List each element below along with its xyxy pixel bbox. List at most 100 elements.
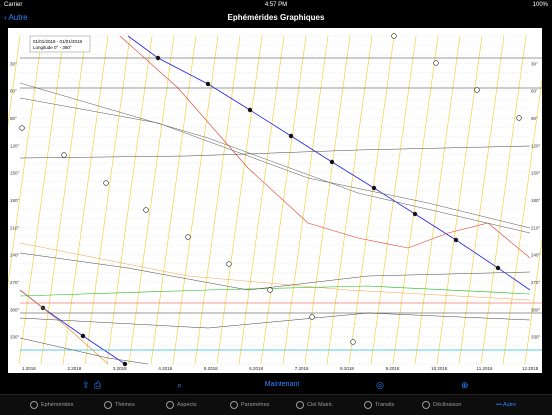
transit-dot (205, 81, 211, 87)
navigation-bar: ‹ Autre Ephémérides Graphiques (0, 10, 552, 26)
declination-icon (422, 400, 430, 409)
chart-longitude: Longitude 0° - 360° (33, 45, 72, 50)
transit-dot (247, 107, 253, 113)
y-tick-label-right: 300° (531, 307, 541, 312)
planet-track-gray (19, 252, 531, 291)
ephemeris-marker (391, 33, 397, 39)
ephemeris-marker (516, 115, 522, 121)
planet-track-gray (19, 337, 149, 365)
y-tick-label-right: 120° (531, 143, 541, 148)
moon-track-line (18, 35, 65, 365)
carrier-label: Carrier (4, 2, 23, 8)
chart-toolbar: ⇪ ⎙ ⌕ Maintenant ◎ ⊕ (0, 376, 552, 394)
transit-dot (371, 185, 377, 191)
ephemeris-marker (185, 234, 191, 240)
y-tick-label-left: 270° (10, 280, 20, 285)
moon-track-line (348, 35, 395, 365)
x-tick-label: 2.2018 (67, 366, 81, 371)
tab-transits[interactable]: Transits (364, 398, 394, 412)
y-tick-label-right: 330° (531, 335, 541, 340)
moon-track-line (150, 35, 197, 365)
x-tick-label: 7.2018 (295, 366, 309, 371)
moon-track-line (40, 35, 87, 365)
y-tick-label-right: 270° (531, 280, 541, 285)
moon-track-line (8, 35, 43, 287)
ephemeris-marker (350, 339, 356, 345)
ephemeris-marker (103, 180, 109, 186)
y-tick-label-right: 90° (531, 116, 538, 121)
transit-dot (288, 133, 294, 139)
tab-ciel-maint[interactable]: Ciel Maint. (296, 398, 333, 412)
y-tick-label-left: 90° (10, 116, 17, 121)
ephemeris-marker (309, 314, 315, 320)
moon-track-line (128, 35, 175, 365)
planet-track-orange (19, 289, 109, 365)
ephemeris-marker (61, 152, 67, 158)
transit-dot (329, 159, 335, 165)
now-button[interactable]: Maintenant (264, 381, 300, 388)
moon-track-line (62, 35, 109, 365)
ephemeris-marker (267, 287, 273, 293)
ephemeris-marker (474, 87, 480, 93)
moon-track-line (8, 35, 21, 126)
tab-aspects[interactable]: Aspects (166, 398, 197, 412)
y-tick-label-left: 60° (10, 89, 17, 94)
x-tick-label: 12.2018 (522, 366, 539, 371)
ephemeris-marker (226, 261, 232, 267)
y-tick-label-right: 150° (531, 171, 541, 176)
tab-parametres[interactable]: Paramètres (230, 398, 269, 412)
page-title: Ephémérides Graphiques (227, 13, 325, 22)
clock: 4:57 PM (264, 2, 288, 8)
y-tick-label-left: 30° (10, 61, 17, 66)
aspects-icon (166, 400, 174, 409)
y-tick-label-right: 180° (531, 198, 541, 203)
x-tick-label: 6.2018 (249, 366, 263, 371)
y-tick-label-right: 30° (531, 61, 538, 66)
sky-icon (296, 400, 304, 409)
y-tick-label-right: 60° (531, 89, 538, 94)
x-tick-label: 1.2018 (22, 366, 36, 371)
tab-ephemerides[interactable]: Ephémérides (30, 398, 73, 412)
planet-track-blue-2 (19, 289, 126, 365)
x-tick-label: 5.2018 (204, 366, 218, 371)
back-label: Autre (8, 13, 28, 22)
moon-track-line (238, 35, 285, 365)
globe-icon[interactable]: ⊕ (461, 380, 469, 390)
y-tick-label-left: 150° (10, 171, 20, 176)
y-tick-label-left: 300° (10, 307, 20, 312)
transit-dot (122, 361, 128, 367)
tab-autre[interactable]: ••• Autre (496, 402, 517, 408)
planet-track-gray (19, 312, 531, 329)
moon-track-line (326, 35, 373, 365)
tab-declinaison[interactable]: Déclinaison (422, 398, 461, 412)
planet-track-gray (19, 97, 531, 229)
transit-dot (412, 211, 418, 217)
chart-range: 01/01/2018 - 01/01/2018 (33, 39, 83, 44)
moon-track-line (282, 35, 329, 365)
moon-track-line (392, 35, 439, 365)
y-tick-label-left: 330° (10, 335, 20, 340)
moon-track-line (84, 35, 131, 365)
share-icon[interactable]: ⇪ (82, 380, 90, 390)
moon-track-line (480, 35, 527, 365)
transit-dot (80, 333, 86, 339)
x-tick-label: 3.2018 (113, 366, 127, 371)
planet-track-red (119, 35, 531, 259)
planet-track-orange-2 (19, 242, 531, 301)
y-tick-label-left: 240° (10, 253, 20, 258)
transit-dot (453, 237, 459, 243)
tab-themes[interactable]: Thèmes (104, 398, 135, 412)
back-button[interactable]: ‹ Autre (4, 13, 28, 22)
moon-track-line (414, 35, 461, 365)
x-tick-label: 4.2018 (158, 366, 172, 371)
x-tick-label: 10.2018 (431, 366, 448, 371)
planet-track-green (19, 285, 531, 297)
ephemeris-marker (433, 60, 439, 66)
ephemeris-chart[interactable]: 30° 30° 60° 60° 90° 90° 120° 120° 150° 150° 180° 18… (8, 28, 542, 373)
transits-icon (364, 400, 372, 409)
print-icon[interactable]: ⎙ (94, 380, 102, 390)
moon-track-line (524, 237, 542, 365)
search-icon[interactable]: ⌕ (177, 380, 183, 390)
options-icon[interactable]: ◎ (376, 380, 384, 390)
y-tick-label-right: 210° (531, 225, 541, 230)
